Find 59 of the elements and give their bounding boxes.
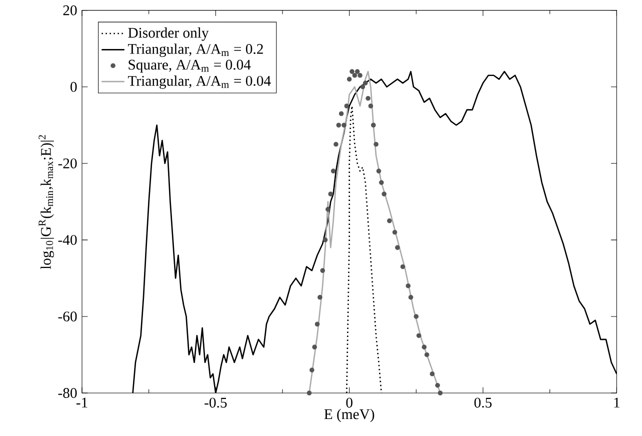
point (346, 76, 352, 82)
point (326, 206, 330, 212)
x-tick-label: -0.5 (204, 398, 227, 408)
point (414, 314, 419, 319)
point (406, 283, 411, 288)
legend-label: Triangular, A/A$_{m}$ = 0.04 (128, 76, 271, 89)
point (306, 390, 312, 396)
point (350, 69, 354, 74)
legend-label: Square, A/A$_{m}$ = 0.04 (128, 60, 251, 73)
legend-label: Disorder only (128, 27, 209, 41)
point (387, 218, 392, 224)
y-tick-label: -60 (58, 312, 77, 322)
point (424, 352, 430, 358)
point (395, 245, 400, 250)
point (368, 104, 374, 108)
point (408, 294, 414, 300)
point (430, 371, 435, 376)
point (330, 168, 336, 174)
point (310, 368, 314, 372)
point (336, 122, 342, 128)
point (382, 192, 386, 196)
x-tick-label: 1 (614, 398, 620, 408)
x-axis-title: E (meV) (324, 408, 374, 422)
y-tick-label: -80 (58, 388, 77, 398)
point (370, 122, 376, 128)
point (366, 96, 370, 101)
point (314, 322, 320, 327)
point (312, 344, 317, 350)
point (322, 238, 328, 242)
point (352, 72, 358, 78)
point (354, 69, 360, 74)
point (379, 180, 384, 185)
point (344, 104, 350, 108)
point (338, 111, 344, 116)
point (360, 84, 366, 90)
legend-label: Triangular, A/A$_{m}$ = 0.2 (128, 44, 263, 57)
point (362, 80, 368, 86)
point (376, 168, 382, 174)
point (438, 390, 443, 396)
y-tick-label: -40 (58, 234, 77, 245)
y-tick-label: 0 (70, 82, 77, 92)
point (374, 142, 378, 147)
y-tick-label: -20 (58, 158, 77, 168)
point (422, 344, 427, 350)
x-tick-label: -1 (76, 398, 88, 408)
point (416, 333, 422, 338)
text: log$_{10}$|G$^{R}$(k$_{min}$,k$_{max}$;E)|$^{2}$ (38, 135, 54, 270)
point (328, 192, 334, 196)
point (358, 72, 362, 78)
x-tick-label: 0 (346, 398, 352, 408)
point (320, 268, 326, 273)
point (392, 230, 398, 235)
y-tick-label: 20 (63, 5, 77, 16)
x-tick-label: 0.5 (474, 398, 492, 408)
point (400, 264, 406, 270)
point (435, 382, 440, 388)
point (342, 122, 346, 128)
point (318, 294, 322, 300)
point (334, 142, 338, 147)
